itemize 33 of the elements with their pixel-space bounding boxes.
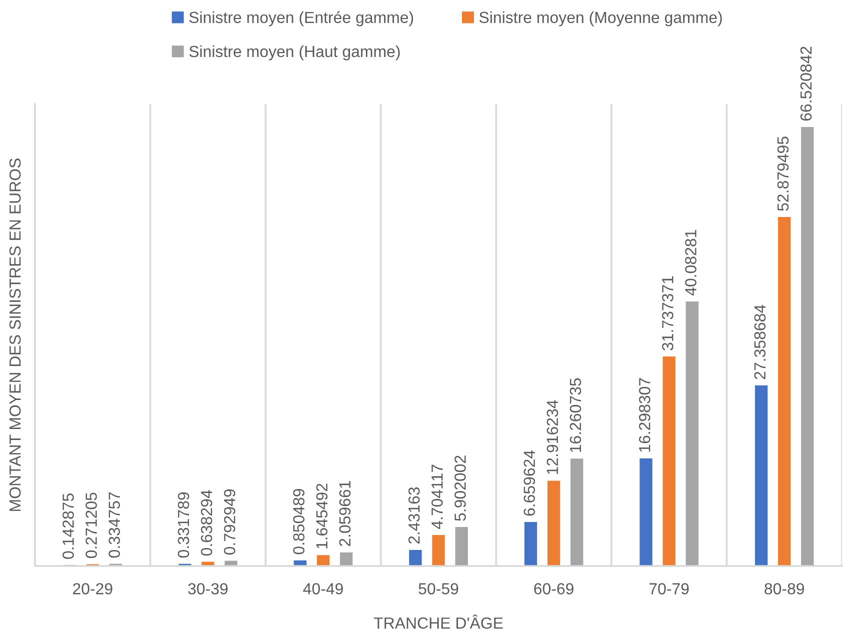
data-label: 2.059661 <box>339 481 351 546</box>
data-label: 0.334757 <box>108 492 120 558</box>
data-label: 0.142875 <box>62 494 74 559</box>
data-label: 27.358684 <box>754 304 766 380</box>
legend-label: Sinistre moyen (Entrée gamme) <box>189 11 414 26</box>
data-label: 6.659624 <box>524 450 536 516</box>
x-tick-label: 50-59 <box>418 583 458 594</box>
data-label: 1.645492 <box>316 484 328 548</box>
x-tick-label: 30-39 <box>188 583 228 594</box>
x-tick-label: 80-89 <box>764 583 804 594</box>
data-label: 40.08281 <box>685 230 696 296</box>
x-axis-title: TRANCHE D'ÂGE <box>374 614 503 629</box>
data-label: 0.850489 <box>293 488 304 554</box>
legend-label: Sinistre moyen (Haut gamme) <box>189 45 400 60</box>
data-label: 16.298307 <box>638 378 650 452</box>
x-tick-label: 60-69 <box>534 583 574 594</box>
data-label: 2.43163 <box>408 487 420 544</box>
data-label: 66.520842 <box>800 46 812 121</box>
data-label: 16.260735 <box>570 378 582 452</box>
x-tick-label: 40-49 <box>303 583 343 594</box>
data-label: 5.902002 <box>454 456 466 521</box>
data-label: 0.271205 <box>86 492 97 558</box>
x-tick-label: 20-29 <box>73 583 112 594</box>
data-label: 52.879495 <box>777 136 789 211</box>
data-label: 0.331789 <box>178 492 190 558</box>
y-axis-title: MONTANT MOYEN DES SINISTRES EN EUROS <box>9 158 21 511</box>
data-label: 4.704117 <box>431 464 443 530</box>
data-label: 0.792949 <box>224 489 236 555</box>
data-label: 12.916234 <box>546 400 558 474</box>
data-label: 31.737371 <box>662 276 674 350</box>
legend-label: Sinistre moyen (Moyenne gamme) <box>479 11 722 26</box>
data-label: 0.638294 <box>200 490 212 556</box>
x-tick-label: 70-79 <box>649 583 689 594</box>
